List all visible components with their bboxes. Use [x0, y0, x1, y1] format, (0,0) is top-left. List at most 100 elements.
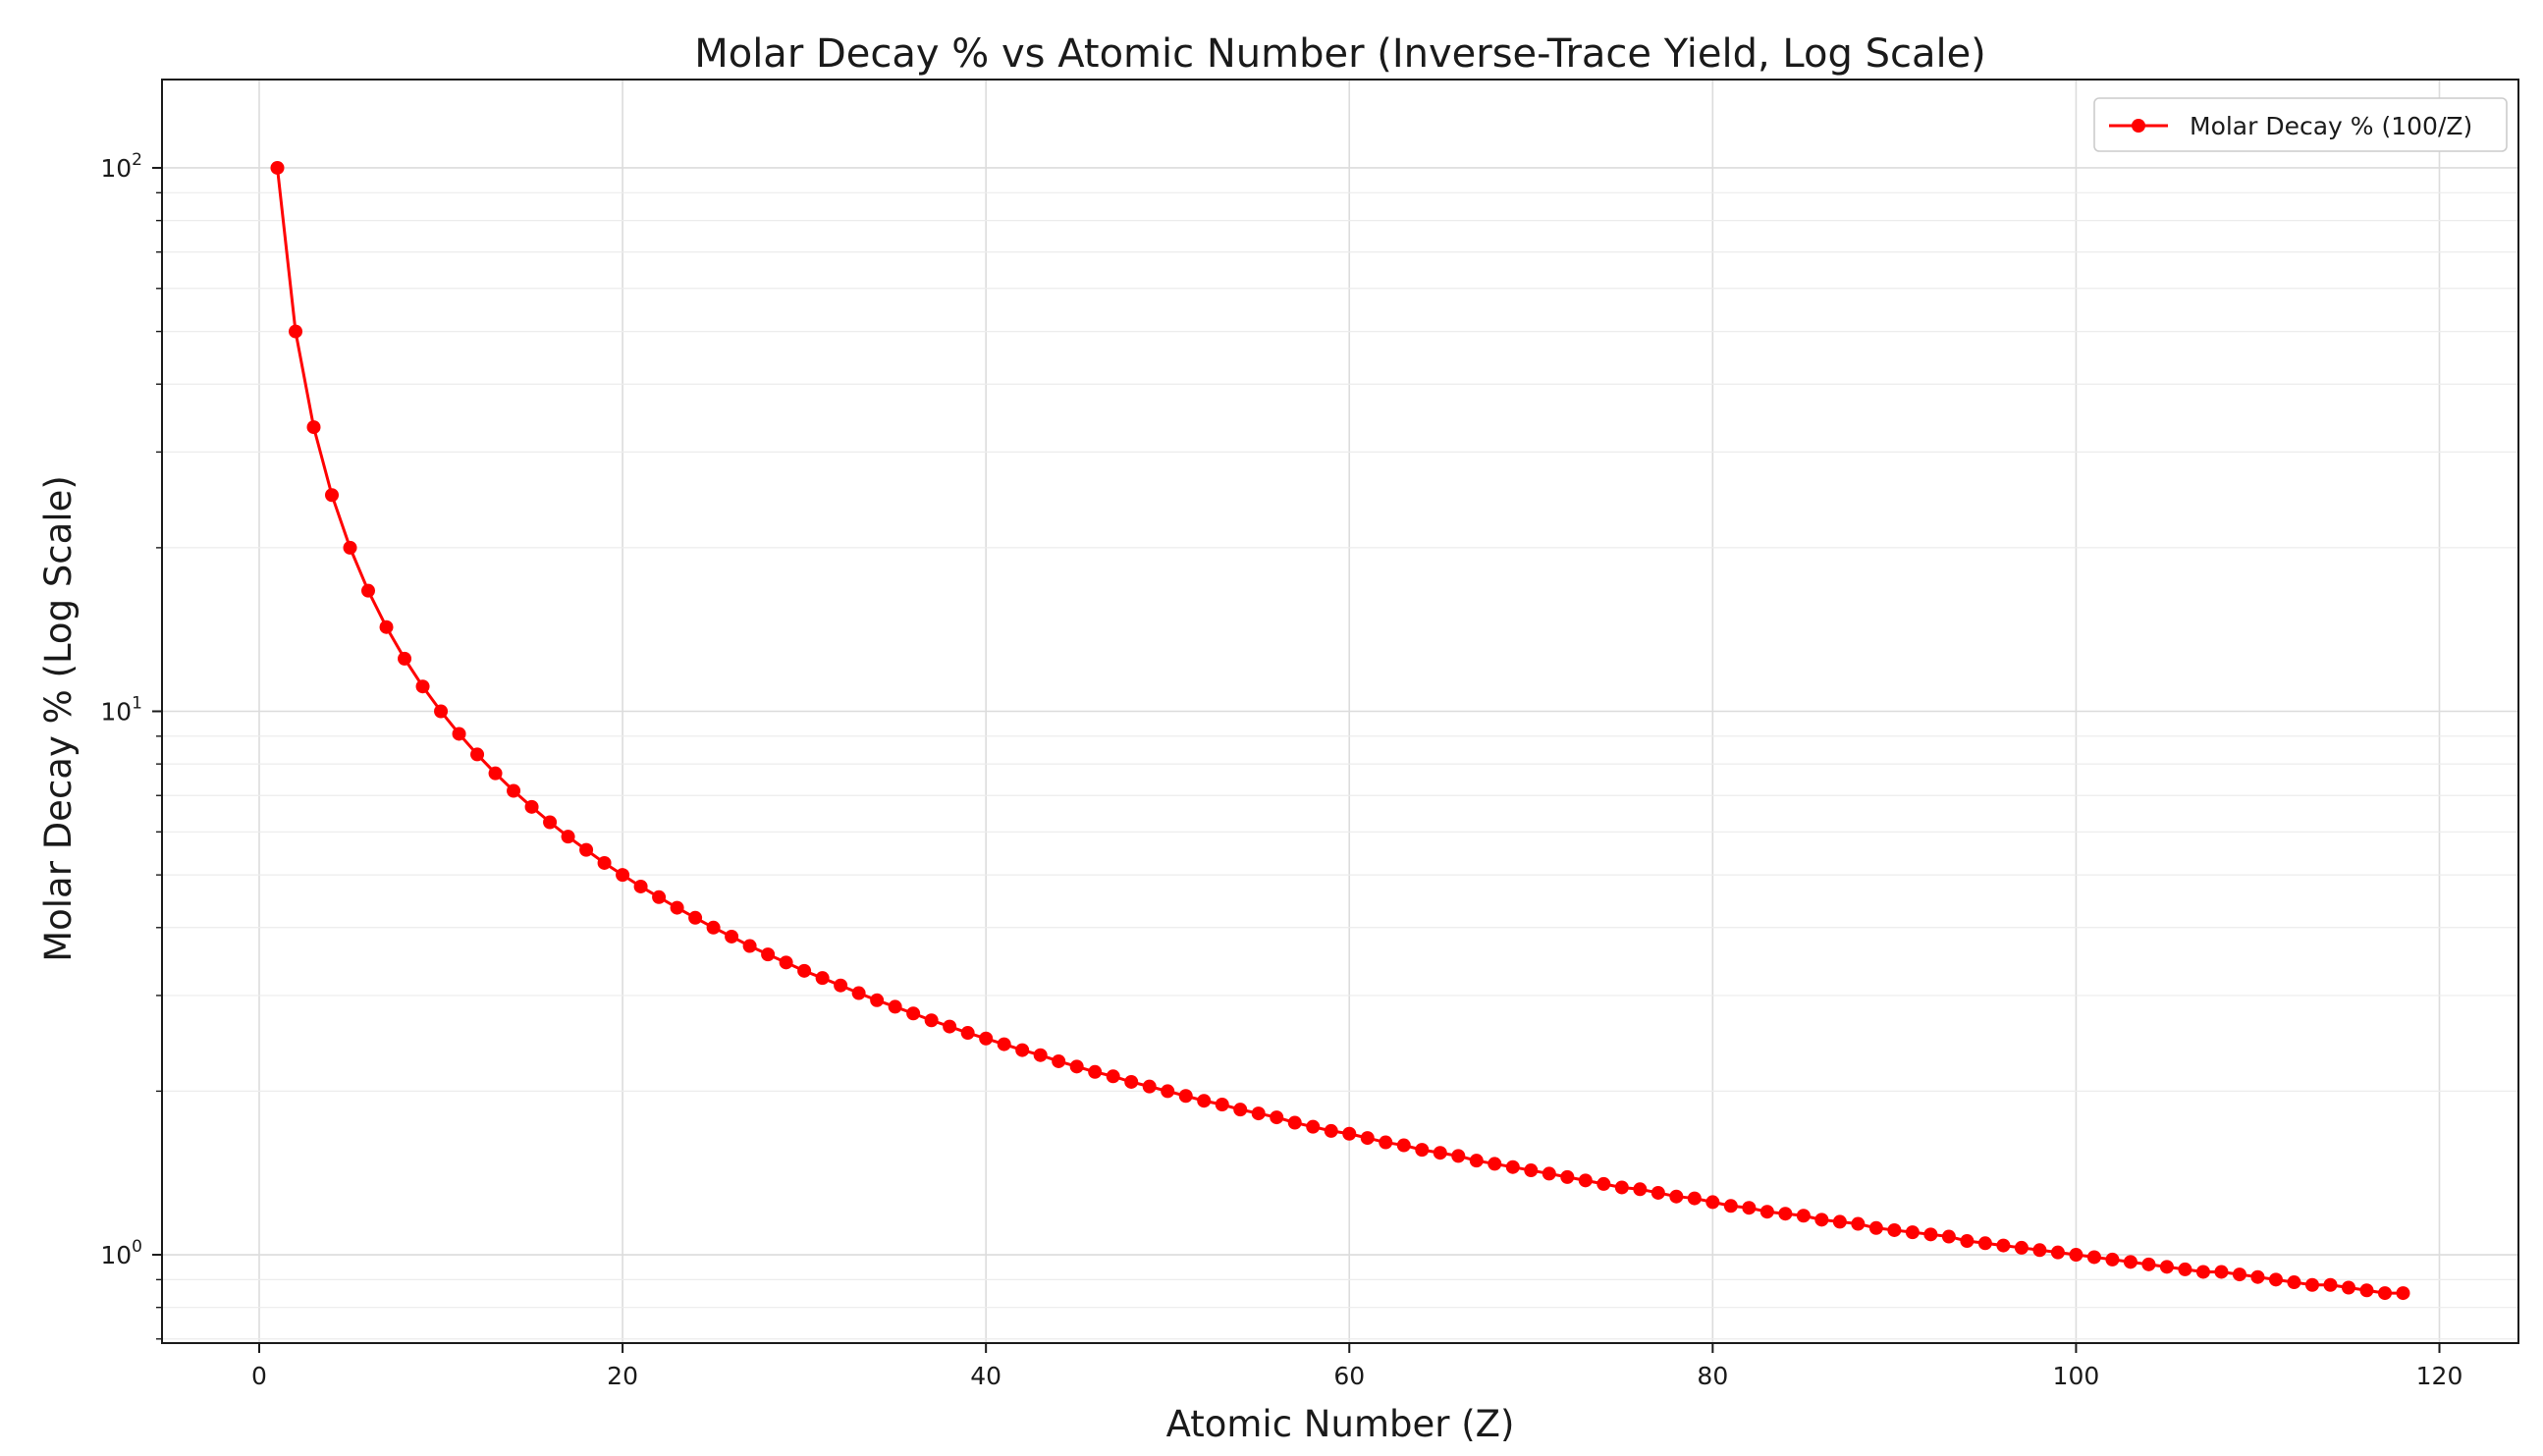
x-tick-label: 0	[251, 1362, 267, 1390]
data-point	[1069, 1059, 1084, 1074]
data-point	[1052, 1053, 1066, 1068]
data-point	[979, 1031, 994, 1046]
data-point	[2069, 1248, 2083, 1263]
legend-marker-swatch	[2132, 119, 2145, 133]
data-point	[2323, 1277, 2338, 1292]
data-point	[2341, 1280, 2355, 1295]
data-point	[2304, 1277, 2319, 1292]
data-point	[1705, 1195, 1720, 1210]
data-point	[1560, 1169, 1575, 1184]
chart-title: Molar Decay % vs Atomic Number (Inverse-…	[694, 31, 1986, 77]
data-point	[1015, 1043, 1030, 1057]
data-point	[1687, 1191, 1702, 1206]
y-tick-label: 102	[100, 150, 142, 183]
data-point	[1778, 1207, 1793, 1221]
data-point	[1723, 1199, 1738, 1213]
data-point	[507, 783, 521, 798]
data-point	[2268, 1272, 2283, 1287]
data-point	[1960, 1234, 1975, 1249]
data-point	[343, 540, 357, 555]
data-point	[797, 963, 812, 978]
data-point	[561, 830, 575, 844]
data-point	[1832, 1214, 1847, 1229]
data-point	[2396, 1286, 2410, 1301]
data-point	[306, 420, 321, 435]
x-tick-label: 60	[1333, 1362, 1365, 1390]
data-point	[2105, 1252, 2120, 1267]
data-point	[725, 929, 739, 944]
data-point	[960, 1026, 975, 1041]
data-point	[1759, 1205, 1774, 1219]
data-point	[1996, 1238, 2011, 1253]
data-point	[888, 999, 902, 1014]
data-point	[1488, 1157, 1502, 1171]
data-point	[2195, 1265, 2210, 1279]
data-point	[1178, 1089, 1193, 1104]
data-point	[1905, 1225, 1920, 1240]
data-point	[415, 679, 430, 694]
data-point	[851, 986, 866, 1000]
data-point	[906, 1006, 921, 1021]
y-tick-label-exponent: 2	[132, 150, 142, 170]
data-point	[1033, 1048, 1048, 1062]
grid	[162, 80, 2518, 1343]
data-point	[1542, 1166, 1556, 1181]
data-point	[779, 955, 793, 970]
data-point	[2123, 1255, 2137, 1269]
data-point	[2141, 1257, 2156, 1271]
data-point	[997, 1037, 1011, 1052]
data-point	[1161, 1084, 1175, 1099]
data-point	[2086, 1250, 2101, 1265]
data-point	[943, 1019, 957, 1034]
x-tick-label: 40	[970, 1362, 1001, 1390]
data-point	[688, 910, 703, 925]
data-point	[1197, 1094, 1212, 1108]
data-point	[1142, 1079, 1157, 1094]
y-tick-label-base: 10	[100, 154, 132, 183]
data-point	[815, 971, 830, 986]
x-tick-label: 80	[1697, 1362, 1728, 1390]
data-point	[1742, 1201, 1757, 1215]
y-tick-label: 101	[100, 694, 142, 727]
y-tick-label: 100	[100, 1237, 142, 1269]
y-axis-label: Molar Decay % (Log Scale)	[37, 475, 80, 962]
data-point	[761, 947, 776, 962]
data-point	[1324, 1123, 1338, 1138]
y-tick-label-exponent: 0	[132, 1237, 142, 1257]
legend: Molar Decay % (100/Z)	[2093, 97, 2508, 152]
data-point	[1396, 1138, 1411, 1153]
data-point	[2359, 1283, 2374, 1298]
legend-box	[2093, 97, 2508, 152]
data-point	[524, 799, 539, 814]
x-axis-ticks: 0 20 40 60 80 100 120	[251, 1343, 2462, 1390]
x-tick-label: 100	[2053, 1362, 2100, 1390]
data-point	[1342, 1126, 1357, 1141]
data-point	[488, 766, 503, 781]
y-tick-label-base: 10	[100, 698, 132, 727]
data-point	[834, 978, 848, 993]
data-point	[2287, 1275, 2301, 1290]
data-point	[1505, 1159, 1520, 1174]
data-point	[1360, 1131, 1375, 1146]
data-point	[1270, 1110, 1284, 1125]
data-point	[1633, 1182, 1648, 1197]
x-tick-label: 20	[607, 1362, 638, 1390]
data-point	[398, 651, 412, 666]
data-point	[1088, 1064, 1103, 1079]
data-point	[1433, 1146, 1447, 1160]
data-point	[2159, 1260, 2174, 1274]
data-point	[361, 583, 376, 598]
data-point	[1524, 1163, 1539, 1178]
data-point	[597, 855, 612, 870]
data-point	[1233, 1103, 1248, 1117]
y-tick-label-exponent: 1	[132, 694, 142, 714]
data-point	[452, 727, 466, 741]
data-point	[1814, 1213, 1829, 1227]
data-point	[579, 842, 594, 857]
data-point	[434, 704, 449, 719]
data-point	[2014, 1240, 2029, 1255]
series-layer	[270, 160, 2410, 1301]
